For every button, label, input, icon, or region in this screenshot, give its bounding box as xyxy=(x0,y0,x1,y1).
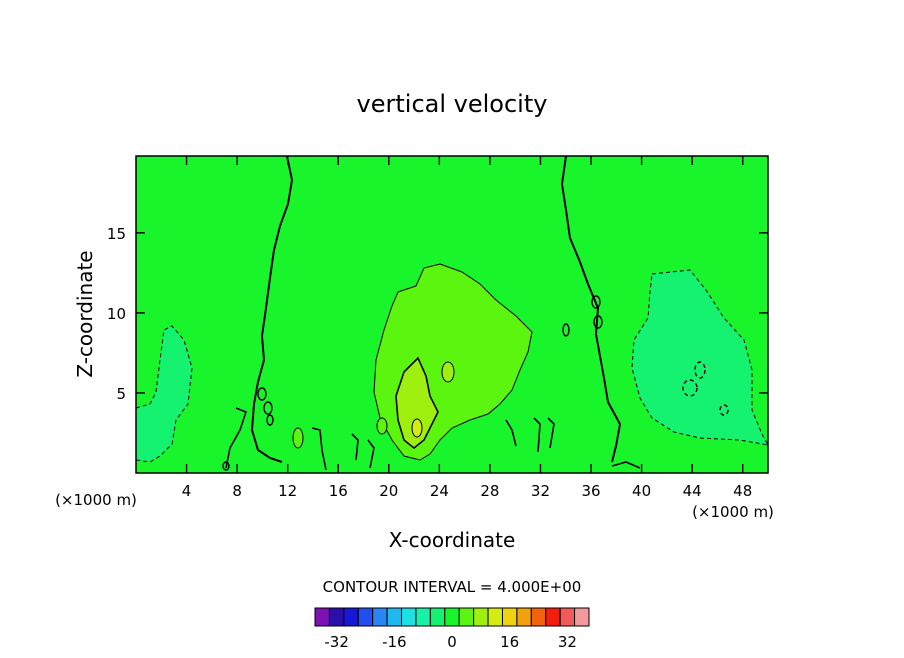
contour-loop-west-3 xyxy=(266,414,274,426)
y-tick-label: 10 xyxy=(107,305,126,323)
contour-loop-west-2 xyxy=(263,401,273,415)
colorbar-swatch xyxy=(545,607,561,627)
contour-loop-lower-4 xyxy=(222,461,230,471)
colorbar-ticks: -32 -16 0 16 32 xyxy=(324,633,577,651)
x-tick-label: 36 xyxy=(581,482,600,500)
colorbar-swatch xyxy=(415,607,431,627)
contour-loop-downdraft-3 xyxy=(719,404,729,416)
x-tick-label: 20 xyxy=(379,482,398,500)
y-axis-label: Z-coordinate xyxy=(73,250,97,377)
zero-contour-east xyxy=(560,155,622,463)
colorbar-swatch xyxy=(343,607,359,627)
colorbar-swatch xyxy=(357,607,374,627)
x-tick-label: 8 xyxy=(232,482,242,500)
contour-region-east-downdraft xyxy=(631,269,769,446)
y-axis: 5 10 15 xyxy=(107,225,768,403)
x-unit-label: (×1000 m) xyxy=(55,491,137,509)
x-tick-label: 48 xyxy=(733,482,752,500)
colorbar-swatch xyxy=(328,607,345,627)
x-axis-label: X-coordinate xyxy=(389,528,516,552)
x-tick-label: 40 xyxy=(632,482,651,500)
contour-loop-east-1 xyxy=(591,295,601,309)
x-tick-label: 32 xyxy=(531,482,550,500)
contour-lines-lower xyxy=(225,407,641,471)
colorbar-swatch xyxy=(386,607,403,627)
colorbar-swatch xyxy=(574,607,590,627)
contour-loop-downdraft-1 xyxy=(682,379,698,397)
x-tick-label: 12 xyxy=(278,482,297,500)
plot-area xyxy=(135,155,769,474)
colorbar-swatch xyxy=(444,607,460,627)
contour-loop-lower-2 xyxy=(376,417,388,435)
contour-region-west-downdraft xyxy=(135,325,193,463)
colorbar-swatch xyxy=(487,607,503,627)
colorbar-swatch xyxy=(559,607,576,627)
contour-interval-label: CONTOUR INTERVAL = 4.000E+00 xyxy=(323,578,582,596)
contour-loop-east-3 xyxy=(562,323,570,337)
colorbar-swatch xyxy=(516,607,532,627)
colorbar-swatch xyxy=(314,607,330,627)
y-tick-label: 15 xyxy=(107,225,126,243)
plot-frame xyxy=(135,155,769,474)
colorbar-tick-label: 32 xyxy=(558,633,577,651)
x-tick-label: 24 xyxy=(430,482,449,500)
colorbar-swatch xyxy=(372,607,388,627)
contour-loop-lower-3 xyxy=(441,361,455,383)
contour-loop-west-1 xyxy=(257,387,267,401)
colorbar-swatch xyxy=(401,607,417,627)
contour-region-updraft-center xyxy=(411,418,423,438)
y-tick-label: 5 xyxy=(116,385,126,403)
contour-region-updraft-max xyxy=(395,356,439,450)
colorbar-tick-label: -32 xyxy=(324,633,349,651)
colorbar-swatch xyxy=(458,607,475,627)
contour-loop-downdraft-2 xyxy=(694,361,706,379)
colorbar-swatch xyxy=(429,607,446,627)
zero-contour-west xyxy=(250,155,294,463)
x-tick-label: 16 xyxy=(329,482,348,500)
chart-title: vertical velocity xyxy=(357,90,548,118)
x-tick-label: 28 xyxy=(480,482,499,500)
x-unit-label-right: (×1000 m) xyxy=(692,503,774,521)
colorbar-swatch xyxy=(473,607,489,627)
colorbar-tick-label: -16 xyxy=(382,633,407,651)
contour-loop-east-2 xyxy=(593,315,603,329)
colorbar-swatch xyxy=(501,607,518,627)
x-tick-label: 4 xyxy=(182,482,192,500)
colorbar-tick-label: 16 xyxy=(500,633,519,651)
colorbar-tick-label: 0 xyxy=(447,633,457,651)
x-tick-label: 44 xyxy=(683,482,702,500)
contour-loop-lower-1 xyxy=(292,427,304,449)
colorbar-swatch xyxy=(530,607,547,627)
x-axis: 4 8 12 16 20 24 28 32 36 40 44 48 xyxy=(182,156,752,500)
colorbar xyxy=(314,607,590,627)
